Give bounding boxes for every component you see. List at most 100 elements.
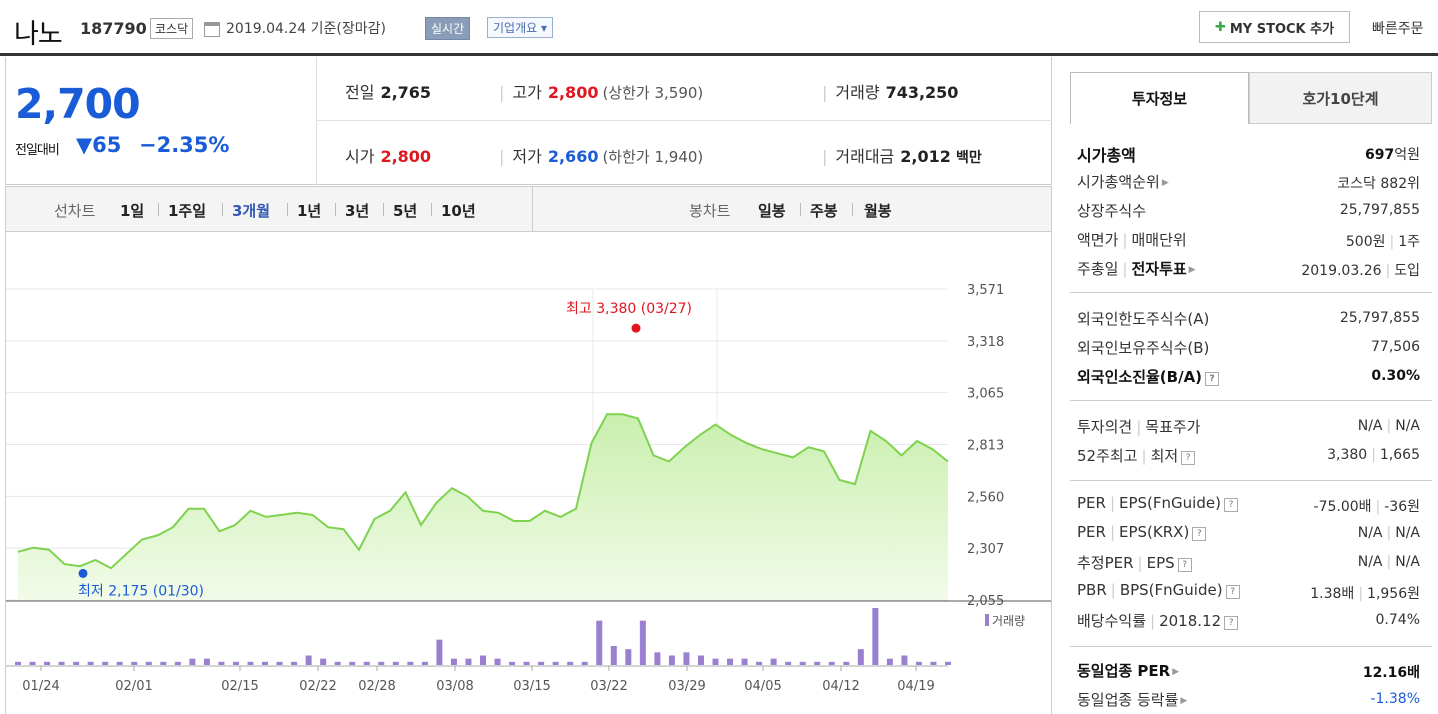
per-val: -75.00배 [1313, 499, 1372, 515]
volume-bar [363, 661, 370, 665]
foreign-ratio-value: 0.30% [1371, 368, 1420, 384]
e-voting-link[interactable]: 전자투표 [1131, 260, 1187, 278]
volume-bar [567, 661, 574, 665]
x-tick-label: 04/19 [897, 679, 934, 694]
amount-label: 거래대금 [835, 147, 895, 166]
x-tick-label: 02/22 [299, 679, 336, 694]
volume-bar [421, 661, 428, 665]
help-icon[interactable]: ? [1223, 498, 1238, 512]
volume-bar [407, 661, 414, 665]
trade-unit-label: 매매단위 [1131, 231, 1187, 249]
opinion-val: N/A [1357, 418, 1383, 434]
amount-value: 2,012 [900, 147, 951, 166]
help-icon[interactable]: ? [1181, 451, 1196, 465]
low-marker [78, 568, 88, 578]
tab-quote-10[interactable]: 호가10단계 [1249, 72, 1432, 124]
period-separator [383, 203, 384, 216]
amount-cell: | 거래대금 2,012 백만 [822, 147, 982, 166]
volume-legend-swatch [985, 614, 989, 626]
market-cap-rank-label[interactable]: 시가총액순위 ▶ [1077, 171, 1169, 192]
y-tick-label: 3,571 [967, 283, 1004, 298]
volume-bar [465, 658, 472, 665]
quick-order-link[interactable]: 빠른주문 [1372, 21, 1424, 37]
low-value: 2,660 [547, 147, 599, 166]
volume-bar [480, 655, 486, 665]
e-voting-status: 도입 [1394, 263, 1420, 279]
market-cap-label: 시가총액 [1077, 146, 1136, 165]
sector-per-value: 12.16배 [1362, 665, 1420, 681]
volume-bar [683, 652, 690, 665]
volume-bar [945, 661, 951, 665]
volume-bar [494, 658, 501, 665]
price-chart: 3,571 3,318 3,065 2,813 2,560 2,307 2,055 최고 3,… [5, 232, 1052, 714]
section-divider [1070, 646, 1432, 647]
volume-bar [828, 661, 835, 665]
market-cap-number: 697 [1365, 147, 1395, 163]
volume-bar [581, 661, 588, 665]
volume-bar [814, 661, 821, 665]
period-1d[interactable]: 1일 [120, 202, 145, 220]
volume-bar [87, 661, 94, 665]
high-annotation: 최고 3,380 (03/27) [566, 301, 692, 317]
period-1w[interactable]: 1주일 [168, 202, 207, 220]
help-icon[interactable]: ? [1225, 585, 1240, 599]
lower-limit: (하한가 1,940) [602, 148, 704, 166]
volume-bar [741, 658, 748, 665]
volume-bar [538, 661, 545, 665]
volume-bar [15, 661, 21, 665]
period-separator [431, 203, 432, 216]
dividend-period: 2018.12 [1159, 612, 1222, 630]
pbr-label: PBR | BPS(FnGuide)? [1077, 581, 1240, 599]
help-icon[interactable]: ? [1224, 616, 1239, 630]
volume-bar [102, 661, 109, 665]
candle-monthly[interactable]: 월봉 [864, 202, 892, 220]
x-tick-label: 02/15 [221, 679, 258, 694]
volume-bar [320, 658, 327, 665]
par-value: 500원 [1345, 234, 1386, 250]
period-10y[interactable]: 10년 [441, 202, 476, 220]
company-overview-dropdown[interactable]: 기업개요 ▾ [487, 17, 553, 38]
high-marker [631, 323, 641, 333]
volume-bar [291, 661, 298, 665]
candle-weekly[interactable]: 주봉 [810, 202, 838, 220]
eps-krx-text: EPS(KRX) [1119, 523, 1190, 541]
candle-daily[interactable]: 일봉 [758, 202, 786, 220]
x-tick-label: 03/08 [436, 679, 473, 694]
volume-bar [596, 620, 603, 665]
volume-bar [334, 661, 341, 665]
volume-bar [915, 661, 922, 665]
sector-per-label[interactable]: 동일업종 PER ▶ [1077, 660, 1179, 681]
dividend-text: 배당수익률 [1077, 612, 1147, 630]
add-my-stock-label: MY STOCK 추가 [1229, 21, 1335, 37]
volume-bar [886, 658, 893, 665]
volume-bar [58, 661, 65, 665]
low-label: 저가 [512, 147, 542, 166]
price-change: ▼65 [76, 133, 122, 157]
volume-bar [799, 661, 806, 665]
price-line [17, 413, 949, 570]
volume-bar [552, 661, 559, 665]
period-separator [800, 203, 801, 216]
volume-bar [174, 661, 181, 665]
period-separator [287, 203, 288, 216]
realtime-button[interactable]: 실시간 [425, 17, 471, 40]
help-icon[interactable]: ? [1192, 527, 1207, 541]
volume-label: 거래량 [835, 83, 880, 102]
foreign-holding-value: 77,506 [1371, 339, 1420, 355]
period-5y[interactable]: 5년 [393, 202, 418, 220]
help-icon[interactable]: ? [1177, 558, 1192, 572]
tab-investment-info[interactable]: 투자정보 [1070, 72, 1249, 124]
x-tick-label: 01/24 [22, 679, 59, 694]
volume-bar [232, 661, 239, 665]
sector-change-label[interactable]: 동일업종 등락률 ▶ [1077, 689, 1187, 710]
x-tick-label: 03/22 [590, 679, 627, 694]
period-1y[interactable]: 1년 [297, 202, 322, 220]
week52-high-val: 3,380 [1327, 447, 1368, 463]
period-3m[interactable]: 3개월 [232, 202, 271, 220]
add-my-stock-button[interactable]: ✚ MY STOCK 추가 [1199, 11, 1350, 43]
help-icon[interactable]: ? [1205, 372, 1220, 386]
foreign-holding-label: 외국인보유주식수(B) [1077, 339, 1210, 357]
volume-bar [712, 658, 719, 665]
volume-cell: | 거래량 743,250 [822, 83, 959, 102]
period-3y[interactable]: 3년 [345, 202, 370, 220]
